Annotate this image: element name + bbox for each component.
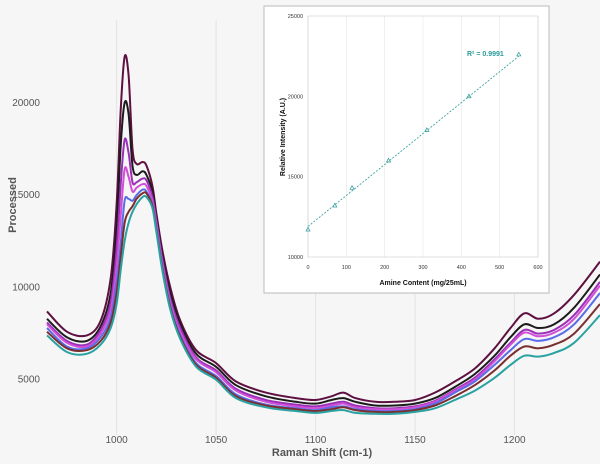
main-x-axis-title: Raman Shift (cm-1) bbox=[272, 447, 373, 459]
spectrum-line bbox=[46, 54, 600, 404]
main-x-tick-label: 1050 bbox=[205, 435, 228, 446]
main-y-tick-label: 10000 bbox=[12, 282, 40, 293]
calibration-point bbox=[466, 93, 472, 99]
inset-x-tick-label: 0 bbox=[306, 265, 309, 271]
main-x-tick-label: 1200 bbox=[503, 435, 526, 446]
inset-panel bbox=[263, 5, 550, 294]
inset-y-tick-label: 15000 bbox=[288, 175, 303, 181]
inset-x-tick-label: 500 bbox=[495, 265, 504, 271]
calibration-point bbox=[385, 157, 392, 163]
main-x-tick-label: 1100 bbox=[305, 435, 327, 446]
inset-x-tick-label: 400 bbox=[457, 265, 466, 271]
calibration-point bbox=[516, 51, 522, 57]
main-y-tick-label: 20000 bbox=[12, 98, 40, 109]
inset-y-axis: 10000 15000 20000 25000 bbox=[288, 14, 303, 261]
spectrum-line bbox=[46, 99, 600, 407]
main-x-axis: 1000 1050 1100 1150 1200 bbox=[105, 435, 526, 446]
main-y-tick-label: 5000 bbox=[18, 375, 41, 386]
calibration-point bbox=[332, 202, 338, 208]
inset-x-tick-label: 100 bbox=[342, 265, 351, 271]
main-x-tick-label: 1150 bbox=[404, 435, 426, 446]
spectrum-line bbox=[46, 188, 600, 413]
inset-x-tick-label: 200 bbox=[380, 265, 389, 271]
calibration-point bbox=[424, 127, 430, 132]
main-y-tick-label: 15000 bbox=[12, 190, 40, 201]
inset-y-tick-label: 20000 bbox=[288, 94, 303, 100]
main-series bbox=[46, 54, 600, 415]
spectrum-line bbox=[46, 191, 600, 414]
inset-x-tick-label: 300 bbox=[418, 265, 427, 271]
trendline bbox=[307, 55, 520, 227]
calibration-point bbox=[305, 226, 311, 232]
spectrum-line bbox=[46, 166, 600, 411]
spectrum-line bbox=[46, 137, 600, 410]
inset-y-tick-label: 10000 bbox=[288, 255, 303, 261]
main-y-axis: 5000 10000 15000 20000 bbox=[12, 98, 40, 386]
r-squared-annotation: R² = 0.9991 bbox=[467, 51, 504, 58]
main-y-axis-title: Processed bbox=[7, 177, 19, 233]
spectrum-line bbox=[46, 194, 600, 415]
calibration-point bbox=[349, 184, 355, 190]
inset-x-axis-title: Amine Content (mg/25mL) bbox=[379, 280, 466, 287]
inset-plot-frame bbox=[307, 15, 539, 258]
inset-x-axis: 0 100 200 300 400 500 600 bbox=[306, 265, 542, 271]
inset-marks bbox=[305, 51, 522, 232]
main-x-tick-label: 1000 bbox=[105, 435, 128, 446]
inset-x-tick-label: 600 bbox=[533, 265, 542, 271]
inset-y-axis-title: Relative Intensity (A.U.) bbox=[280, 98, 287, 176]
calibration-inset: 10000 15000 20000 25000 0 100 200 300 400 500 600… bbox=[263, 5, 550, 294]
inset-y-tick-label: 25000 bbox=[288, 14, 303, 20]
